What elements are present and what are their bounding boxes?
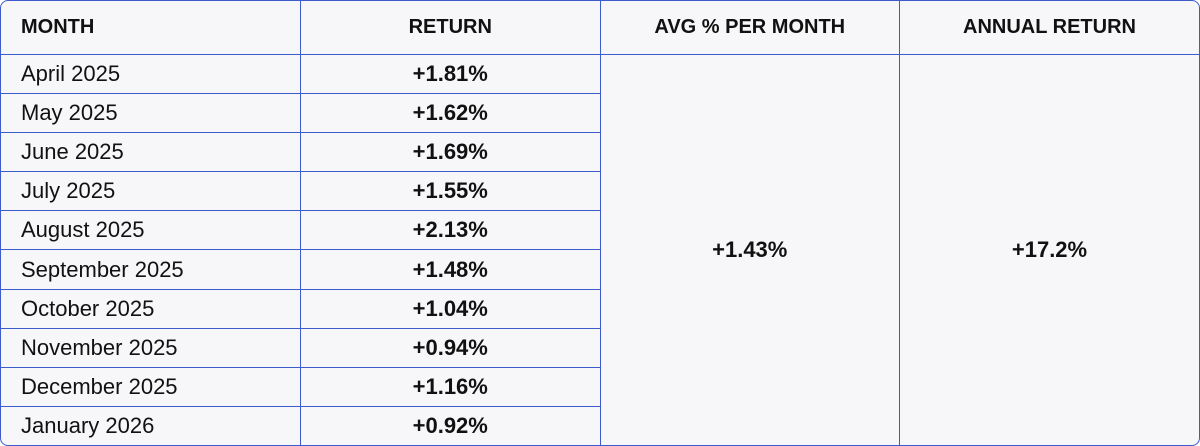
month-cell: September 2025: [1, 249, 301, 290]
table-row: January 2026 +0.92%: [1, 405, 1199, 445]
header-cell: MONTH: [1, 1, 301, 55]
table-row: December 2025 +1.16%: [1, 366, 1199, 407]
month-cell: June 2025: [1, 132, 301, 173]
table-row: August 2025 +2.13%: [1, 210, 1199, 251]
annual-return-cell: +17.2%: [899, 54, 1199, 445]
month-cell: August 2025: [1, 210, 301, 251]
table-row: November 2025 +0.94%: [1, 327, 1199, 368]
table-row: October 2025 +1.04%: [1, 288, 1199, 329]
month-cell: January 2026: [1, 405, 301, 445]
return-cell: +0.92%: [300, 405, 600, 445]
avg-per-month-cell: +1.43%: [599, 54, 900, 445]
header-cell: ANNUAL RETURN: [899, 1, 1199, 55]
table-head: MONTH RETURN AVG % PER MONTH ANNUAL RETU…: [1, 1, 1199, 55]
return-cell: +2.13%: [300, 210, 600, 251]
header-cell: RETURN: [300, 1, 601, 55]
return-cell: +1.55%: [300, 171, 600, 212]
return-cell: +1.69%: [300, 132, 600, 173]
month-cell: October 2025: [1, 288, 301, 329]
table-row: June 2025 +1.69%: [1, 132, 1199, 173]
table-row: September 2025 +1.48%: [1, 249, 1199, 290]
table-body: April 2025 +1.81% +1.43% +17.2% May 2025 +1.6…: [1, 53, 1199, 445]
return-cell: +1.16%: [300, 366, 600, 407]
month-cell: July 2025: [1, 171, 301, 212]
table-row: April 2025 +1.81% +1.43% +17.2%: [1, 53, 1199, 445]
return-cell: +0.94%: [300, 327, 600, 368]
return-cell: +1.62%: [300, 93, 600, 134]
table-row: May 2025 +1.62%: [1, 93, 1199, 134]
return-cell: +1.48%: [300, 249, 600, 290]
return-cell: +1.81%: [300, 53, 601, 95]
month-cell: December 2025: [1, 366, 301, 407]
header-row: MONTH RETURN AVG % PER MONTH ANNUAL RETU…: [1, 1, 1199, 55]
month-cell: April 2025: [1, 53, 301, 95]
return-cell: +1.04%: [300, 288, 600, 329]
header-cell: AVG % PER MONTH: [599, 1, 900, 55]
month-cell: November 2025: [1, 327, 301, 368]
month-cell: May 2025: [1, 93, 301, 134]
